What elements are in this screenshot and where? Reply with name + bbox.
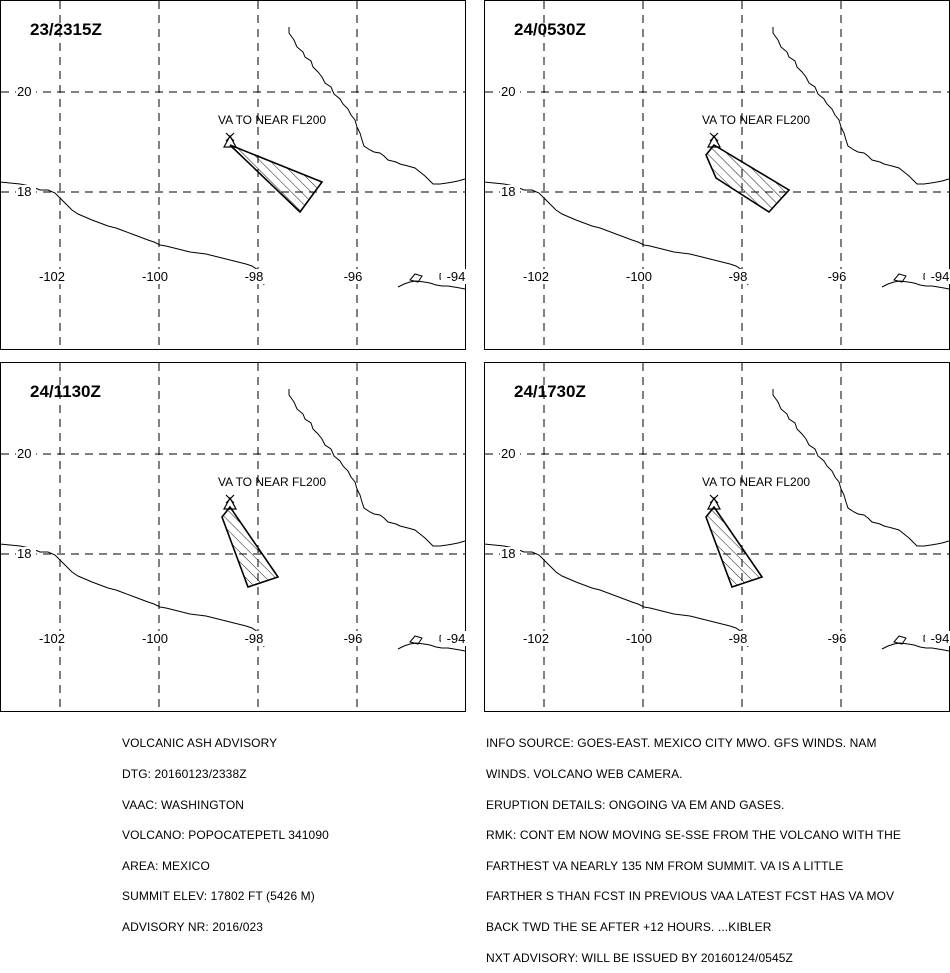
panel-time: 23/2315Z [30,20,102,39]
lon-label: -100 [142,631,168,646]
lon-label: -94 [931,269,950,284]
va-label: VA TO NEAR FL200 [218,113,326,127]
lon-label: -100 [626,631,652,646]
advisory-right-line: FARTHER S THAN FCST IN PREVIOUS VAA LATE… [486,889,895,904]
advisory-right-line: RMK: CONT EM NOW MOVING SE-SSE FROM THE … [486,828,901,843]
ash-cloud-polygon [229,144,324,214]
lon-label: -94 [447,269,466,284]
advisory-left: VOLCANIC ASH ADVISORY DTG: 20160123/2338… [122,718,329,942]
coastline [484,181,749,286]
volcano-icon [709,132,719,142]
advisory-right: INFO SOURCE: GOES-EAST. MEXICO CITY MWO.… [486,718,901,973]
va-label: VA TO NEAR FL200 [702,113,810,127]
panel-time: 24/1130Z [30,382,101,401]
volcano-icon [706,496,722,510]
va-label: VA TO NEAR FL200 [218,475,326,489]
lon-label: -102 [523,269,549,284]
volcano-icon [709,494,719,504]
lat-label: 20 [501,446,515,461]
lon-label: -100 [142,269,168,284]
coastline [288,389,466,547]
coastline [772,389,950,547]
volcano-icon [706,134,722,148]
advisory-left-line: SUMMIT ELEV: 17802 FT (5426 M) [122,889,315,904]
panel-time: 24/1730Z [514,382,586,401]
advisory-left-line: AREA: MEXICO [122,858,210,873]
advisory-right-line: BACK TWD THE SE AFTER +12 HOURS. ...KIBL… [486,920,772,935]
advisory-right-line: FARTHEST VA NEARLY 135 NM FROM SUMMIT. V… [486,858,844,873]
coastline [288,27,466,185]
advisory-right-line: WINDS. VOLCANO WEB CAMERA. [486,767,683,782]
lon-label: -98 [245,269,264,284]
advisory-right-line: NXT ADVISORY: WILL BE ISSUED BY 20160124… [486,950,793,965]
coastline [397,280,466,290]
lat-label: 20 [17,446,31,461]
lon-label: -98 [729,269,748,284]
ash-cloud-polygon [705,505,764,589]
coastline [0,181,265,286]
lon-label: -98 [245,631,264,646]
lon-label: -94 [447,631,466,646]
lon-label: -94 [931,631,950,646]
map-svg: 23/2315Z VA TO NEAR FL200 20 18 -102 -100 -98 -… [0,0,466,350]
lat-label: 18 [501,546,515,561]
map-svg: 24/0530Z VA TO NEAR FL200 20 18 -102 -100 -98 -… [484,0,950,350]
map-panel: 24/0530Z VA TO NEAR FL200 20 18 -102 -100 -98 -… [484,0,950,350]
ash-cloud-polygon [221,505,280,589]
advisory-left-line: VOLCANIC ASH ADVISORY [122,736,278,751]
coastline [893,635,907,645]
lon-label: -96 [344,631,363,646]
volcano-icon [225,494,235,504]
lat-label: 18 [17,184,31,199]
advisory-right-line: INFO SOURCE: GOES-EAST. MEXICO CITY MWO.… [486,736,877,751]
lat-label: 18 [17,546,31,561]
map-panel: 23/2315Z VA TO NEAR FL200 20 18 -102 -100 -98 -… [0,0,466,350]
advisory-left-line: VOLCANO: POPOCATEPETL 341090 [122,828,329,843]
map-panel: 24/1730Z VA TO NEAR FL200 20 18 -102 -100 -98 -… [484,362,950,712]
ash-cloud-polygon [705,143,791,214]
panel-border [0,0,466,350]
coastline [409,273,423,283]
advisory-left-line: VAAC: WASHINGTON [122,797,245,812]
advisory-right-line: ERUPTION DETAILS: ONGOING VA EM AND GASE… [486,797,785,812]
advisory-left-line: DTG: 20160123/2338Z [122,767,247,782]
panel-time: 24/0530Z [514,20,586,39]
coastline [397,642,466,652]
advisory-left-line: ADVISORY NR: 2016/023 [122,920,264,935]
map-svg: 24/1130Z VA TO NEAR FL200 20 18 -102 -100 -98 -… [0,362,466,712]
coastline [881,642,950,652]
coastline [409,635,423,645]
lon-label: -102 [523,631,549,646]
lat-label: 20 [17,84,31,99]
lon-label: -98 [729,631,748,646]
lon-label: -96 [828,631,847,646]
coastline [0,543,265,648]
map-svg: 24/1730Z VA TO NEAR FL200 20 18 -102 -100 -98 -… [484,362,950,712]
lat-label: 20 [501,84,515,99]
map-panel: 24/1130Z VA TO NEAR FL200 20 18 -102 -100 -98 -… [0,362,466,712]
lon-label: -102 [39,269,65,284]
va-label: VA TO NEAR FL200 [702,475,810,489]
volcano-icon [225,132,235,142]
lon-label: -96 [344,269,363,284]
lon-label: -102 [39,631,65,646]
coastline [772,27,950,185]
coastline [484,543,749,648]
lon-label: -96 [828,269,847,284]
volcano-icon [222,134,238,148]
lon-label: -100 [626,269,652,284]
lat-label: 18 [501,184,515,199]
volcano-icon [222,496,238,510]
coastline [881,280,950,290]
coastline [893,273,907,283]
